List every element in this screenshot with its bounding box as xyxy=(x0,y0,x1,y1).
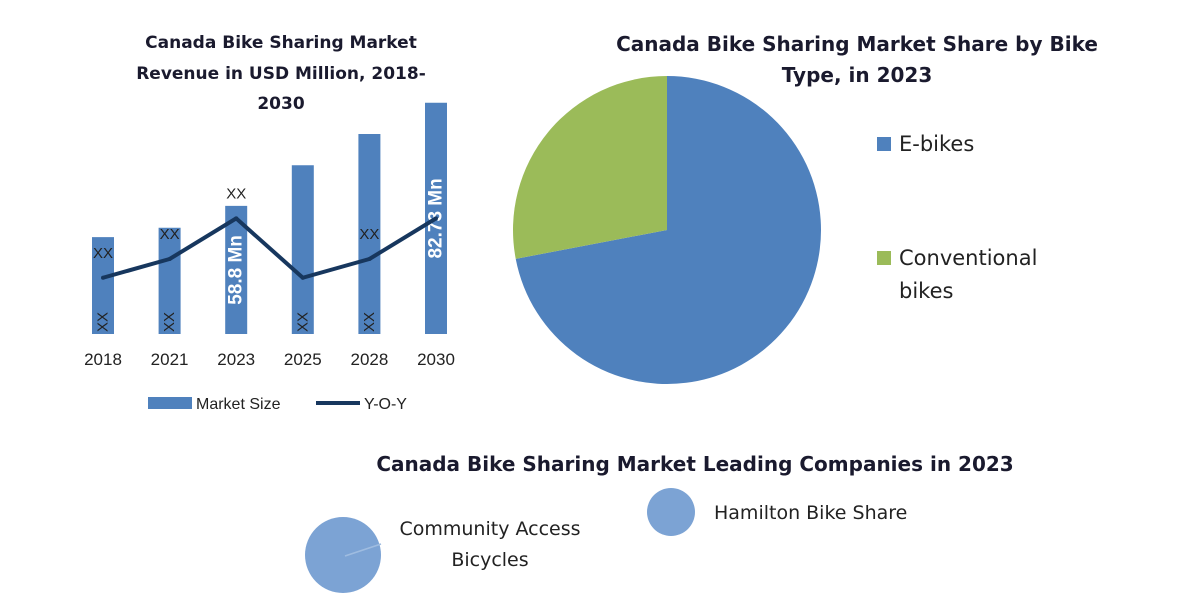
x-tick-2023: 2023 xyxy=(217,350,255,369)
pie-slice-conventional xyxy=(513,76,667,259)
yoy-point-2030 xyxy=(434,216,438,221)
bar-label-2021: XX xyxy=(161,312,178,332)
company-label-community-access-2: Bicycles xyxy=(451,549,528,571)
bar-label-2025: XX xyxy=(294,312,311,332)
yoy-label-2021: XX xyxy=(160,226,180,243)
x-axis-ticks: 2018 2021 2023 2025 2028 2030 xyxy=(84,350,455,369)
yoy-point-2025 xyxy=(300,275,305,280)
yoy-label-2018: XX xyxy=(93,245,113,262)
pie-legend-swatch-conventional xyxy=(877,251,891,265)
legend-label-market-size: Market Size xyxy=(196,396,281,413)
yoy-label-2023: XX xyxy=(226,185,246,202)
yoy-label-2028: XX xyxy=(359,226,379,243)
company-label-hamilton: Hamilton Bike Share xyxy=(714,502,907,524)
pie-legend-label-conventional-1: Conventional xyxy=(899,246,1037,270)
bar-2028 xyxy=(358,134,381,334)
yoy-line xyxy=(102,216,438,280)
x-tick-2028: 2028 xyxy=(350,350,388,369)
legend-swatch-market-size xyxy=(148,397,192,409)
bubble-hamilton xyxy=(647,488,695,536)
yoy-series: XX XX XX XX xyxy=(93,185,438,280)
pie-legend: E-bikes Conventional bikes xyxy=(877,132,1037,303)
pie-legend-label-conventional-2: bikes xyxy=(899,279,953,303)
x-tick-2030: 2030 xyxy=(417,350,455,369)
pie-slices xyxy=(513,76,822,385)
bar-title-line-3: 2030 xyxy=(257,94,304,114)
company-bubble-hamilton: Hamilton Bike Share xyxy=(647,488,907,536)
company-label-community-access-1: Community Access xyxy=(399,518,580,540)
bar-title-line-2: Revenue in USD Million, 2018- xyxy=(136,64,426,84)
bar-2025 xyxy=(291,165,314,334)
legend-label-yoy: Y-O-Y xyxy=(364,396,407,413)
bar-label-2018: XX xyxy=(95,312,112,332)
bar-2018 xyxy=(92,237,114,334)
yoy-point-2028 xyxy=(367,257,372,261)
yoy-point-2023 xyxy=(234,216,239,221)
x-tick-2021: 2021 xyxy=(151,350,189,369)
companies-title: Canada Bike Sharing Market Leading Compa… xyxy=(376,452,1013,476)
pie-legend-swatch-ebikes xyxy=(877,137,891,151)
pie-title-line-2: Type, in 2023 xyxy=(782,63,932,87)
bar-title-line-1: Canada Bike Sharing Market xyxy=(145,33,417,53)
bar-chart-title: Canada Bike Sharing Market Revenue in US… xyxy=(136,33,426,114)
x-tick-2025: 2025 xyxy=(284,350,322,369)
bar-legend: Market Size Y-O-Y xyxy=(148,396,407,413)
pie-chart-title: Canada Bike Sharing Market Share by Bike… xyxy=(616,32,1098,87)
bar-label-2028: XX xyxy=(361,312,378,332)
yoy-point-2021 xyxy=(167,257,172,261)
pie-slice-ebikes xyxy=(515,76,822,385)
bar-label-2023: 58.8 Mn xyxy=(226,235,247,305)
pie-legend-label-ebikes: E-bikes xyxy=(899,132,974,156)
bar-2023 xyxy=(225,205,248,334)
bubble-community-access xyxy=(305,517,381,593)
bubble-connector-community-access xyxy=(344,543,382,557)
company-bubble-community-access: Community Access Bicycles xyxy=(305,517,581,593)
x-tick-2018: 2018 xyxy=(84,350,122,369)
yoy-point-2018 xyxy=(101,275,105,280)
pie-title-line-1: Canada Bike Sharing Market Share by Bike xyxy=(616,32,1098,56)
